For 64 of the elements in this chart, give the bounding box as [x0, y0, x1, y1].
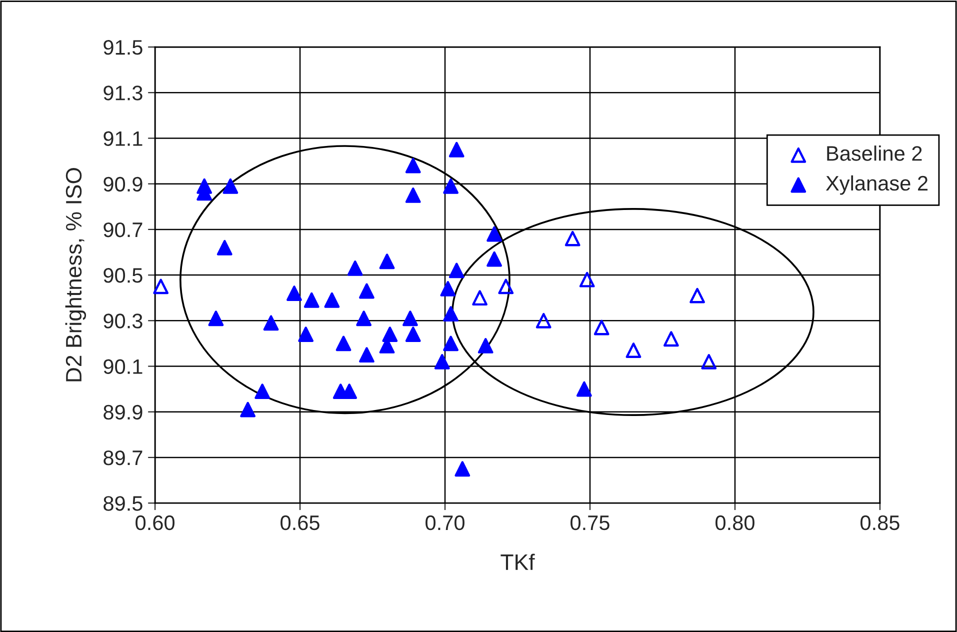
- point: [448, 262, 464, 278]
- y-tick-label: 90.5: [104, 268, 142, 283]
- x-tick-label: 0.70: [426, 515, 464, 530]
- x-tick-label: 0.85: [860, 515, 900, 530]
- point: [222, 178, 238, 194]
- x-tick-label: 0.80: [716, 515, 754, 530]
- y-tick-label: 91.1: [104, 131, 142, 146]
- point: [498, 278, 514, 294]
- point: [443, 306, 458, 322]
- point: [216, 240, 232, 256]
- point: [579, 272, 595, 288]
- point: [454, 461, 470, 477]
- point: [443, 336, 458, 352]
- point: [402, 310, 418, 326]
- x-tick-label: 0.60: [136, 515, 174, 530]
- point: [336, 336, 352, 352]
- point: [405, 326, 421, 342]
- point: [356, 310, 372, 326]
- point: [486, 251, 502, 267]
- point: [304, 292, 320, 308]
- point: [576, 381, 592, 397]
- point: [443, 178, 458, 194]
- point: [263, 315, 279, 331]
- x-axis-title: TKf: [500, 554, 535, 570]
- point: [434, 354, 450, 370]
- point: [478, 338, 494, 354]
- y-tick-label: 90.7: [104, 222, 142, 238]
- point: [626, 342, 642, 358]
- point: [240, 402, 256, 418]
- point: [324, 292, 340, 308]
- y-tick-label: 90.1: [104, 359, 142, 374]
- y-tick-label: 89.5: [104, 496, 142, 511]
- point: [440, 281, 456, 296]
- point: [347, 260, 363, 276]
- point: [486, 226, 502, 242]
- y-tick-label: 89.9: [104, 404, 142, 420]
- x-tick-label: 0.65: [280, 515, 320, 530]
- point: [472, 290, 488, 306]
- point: [594, 320, 610, 336]
- point: [359, 283, 374, 299]
- x-tick-label: 0.75: [570, 515, 610, 530]
- point: [405, 188, 421, 203]
- point: [448, 142, 464, 158]
- point: [690, 288, 705, 304]
- point: [298, 326, 314, 342]
- legend-label: Baseline 2: [827, 146, 922, 161]
- y-tick-label: 90.3: [104, 314, 142, 328]
- point: [564, 230, 580, 246]
- point: [254, 384, 270, 400]
- y-tick-label: 90.9: [104, 176, 142, 192]
- y-tick-label: 91.3: [104, 86, 142, 100]
- legend-label: Xylanase 2: [826, 175, 928, 195]
- point: [663, 331, 679, 347]
- point: [379, 254, 395, 270]
- point: [536, 312, 552, 328]
- point: [153, 278, 169, 294]
- point: [405, 158, 421, 174]
- point: [208, 310, 224, 326]
- y-axis-title: D2 Brightness, % ISO: [65, 168, 86, 382]
- point: [359, 347, 374, 363]
- y-tick-label: 91.5: [104, 40, 142, 55]
- y-tick-label: 89.7: [104, 450, 142, 466]
- point: [286, 286, 302, 301]
- point: [701, 354, 717, 370]
